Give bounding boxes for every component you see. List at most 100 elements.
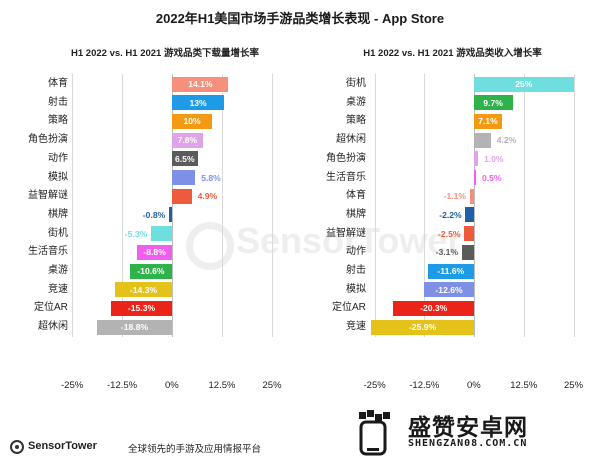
left-bar: [172, 132, 204, 148]
left-data-label: -14.3%: [129, 284, 158, 295]
right-chart-title: H1 2022 vs. H1 2021 游戏品类收入增长率: [363, 48, 542, 59]
left-bar: [172, 95, 224, 111]
left-x-tick-label: 12.5%: [208, 380, 236, 391]
right-bar: [474, 170, 476, 185]
left-data-label: -8.8%: [143, 247, 166, 258]
sensortower-logo-icon: [10, 440, 24, 454]
right-data-label: 0.5%: [481, 172, 502, 183]
right-category-label: 超休闲: [336, 134, 366, 146]
left-bar: [129, 263, 172, 279]
right-data-label: -2.5%: [438, 228, 461, 239]
left-gridline: [222, 74, 223, 338]
left-x-tick-label: 0%: [165, 380, 179, 391]
right-data-label: 4.2%: [496, 135, 517, 146]
right-gridline: [374, 74, 376, 338]
left-category-label: 策略: [48, 115, 68, 127]
right-data-label: -25.9%: [408, 322, 437, 333]
right-data-label: -11.6%: [437, 266, 465, 276]
left-bar: [114, 282, 172, 298]
right-category-label: 街机: [346, 78, 366, 89]
right-category-label: 动作: [346, 246, 366, 258]
right-bar: [474, 113, 503, 129]
left-bar: [150, 226, 172, 242]
right-category-label: 定位AR: [332, 302, 366, 314]
left-category-label: 定位AR: [34, 302, 68, 314]
footer-brand: SensorTower: [28, 440, 97, 452]
left-data-label: 4.9%: [197, 191, 218, 202]
left-category-label: 竞速: [48, 283, 68, 295]
right-bar: [469, 188, 474, 204]
right-category-label: 生活音乐: [326, 171, 366, 183]
left-data-label: 14.1%: [188, 79, 213, 89]
right-category-label: 角色扮演: [326, 152, 366, 164]
right-bar: [474, 151, 478, 167]
right-bar: [465, 207, 474, 223]
left-data-label: -18.8%: [120, 322, 149, 333]
right-category-label: 棋牌: [346, 208, 366, 220]
left-data-label: 6.5%: [175, 153, 195, 164]
left-gridline: [172, 74, 173, 338]
left-category-label: 动作: [48, 152, 68, 164]
left-category-label: 桌游: [48, 265, 68, 276]
right-data-label: -12.6%: [435, 284, 463, 295]
right-data-label: 25%: [515, 79, 533, 89]
site-url: SHENGZAN08.COM.CN: [408, 438, 528, 449]
left-data-label: 5.8%: [201, 172, 221, 183]
right-x-tick-label: 0%: [467, 380, 481, 391]
right-data-label: -20.3%: [420, 303, 448, 314]
phone-logo-icon: [359, 410, 390, 456]
left-x-tick-label: -12.5%: [107, 380, 138, 391]
left-bar: [136, 244, 172, 260]
left-category-label: 街机: [48, 227, 68, 239]
right-bar: [423, 282, 474, 298]
left-bar: [172, 76, 229, 92]
left-bar: [172, 113, 212, 129]
right-data-label: 7.1%: [478, 116, 498, 127]
right-category-label: 模拟: [346, 283, 366, 295]
left-data-label: -15.3%: [127, 303, 156, 314]
right-x-tick-label: 12.5%: [510, 380, 538, 391]
right-data-label: 9.7%: [483, 97, 503, 108]
left-x-tick-label: 25%: [262, 380, 282, 391]
right-x-tick-label: 25%: [564, 380, 584, 391]
right-data-label: -3.1%: [435, 247, 459, 258]
right-gridline: [474, 74, 475, 338]
left-data-label: -0.8%: [142, 209, 166, 220]
left-category-label: 棋牌: [48, 208, 68, 220]
right-category-label: 竞速: [346, 321, 366, 333]
left-bar: [172, 188, 192, 204]
right-data-label: 1.0%: [483, 153, 504, 164]
right-gridline: [424, 74, 426, 338]
right-gridline: [523, 74, 525, 338]
site-name: 盛赞安卓网: [408, 414, 528, 440]
left-category-label: 模拟: [48, 171, 68, 183]
right-bar: [393, 300, 474, 316]
left-category-label: 体育: [48, 78, 68, 89]
left-bar: [168, 207, 172, 223]
left-category-label: 角色扮演: [28, 134, 68, 146]
left-category-label: 益智解谜: [28, 190, 68, 202]
right-x-tick-label: -12.5%: [409, 380, 440, 391]
left-bar: [172, 151, 198, 167]
right-bar: [464, 226, 474, 242]
right-bar: [474, 76, 574, 92]
right-bar: [370, 319, 474, 335]
right-bar: [474, 132, 491, 148]
right-data-label: -2.2%: [439, 209, 462, 220]
chart-main-title: 2022年H1美国市场手游品类增长表现 - App Store: [155, 11, 445, 26]
left-data-label: 13%: [189, 97, 207, 108]
right-x-tick-label: -25%: [363, 380, 386, 391]
left-bar: [172, 170, 196, 185]
left-data-label: -10.6%: [137, 266, 165, 276]
right-bar: [427, 263, 474, 279]
left-gridline: [272, 74, 273, 338]
left-gridline: [122, 74, 123, 338]
left-data-label: -5.3%: [124, 228, 148, 239]
left-bar: [110, 300, 172, 316]
left-data-label: 10%: [183, 116, 201, 127]
left-chart-title: H1 2022 vs. H1 2021 游戏品类下载量增长率: [71, 48, 259, 59]
footer-tagline: 全球领先的手游及应用情报平台: [128, 444, 262, 455]
left-category-label: 生活音乐: [28, 246, 68, 258]
left-category-label: 超休闲: [38, 321, 68, 333]
right-category-label: 射击: [346, 265, 366, 276]
